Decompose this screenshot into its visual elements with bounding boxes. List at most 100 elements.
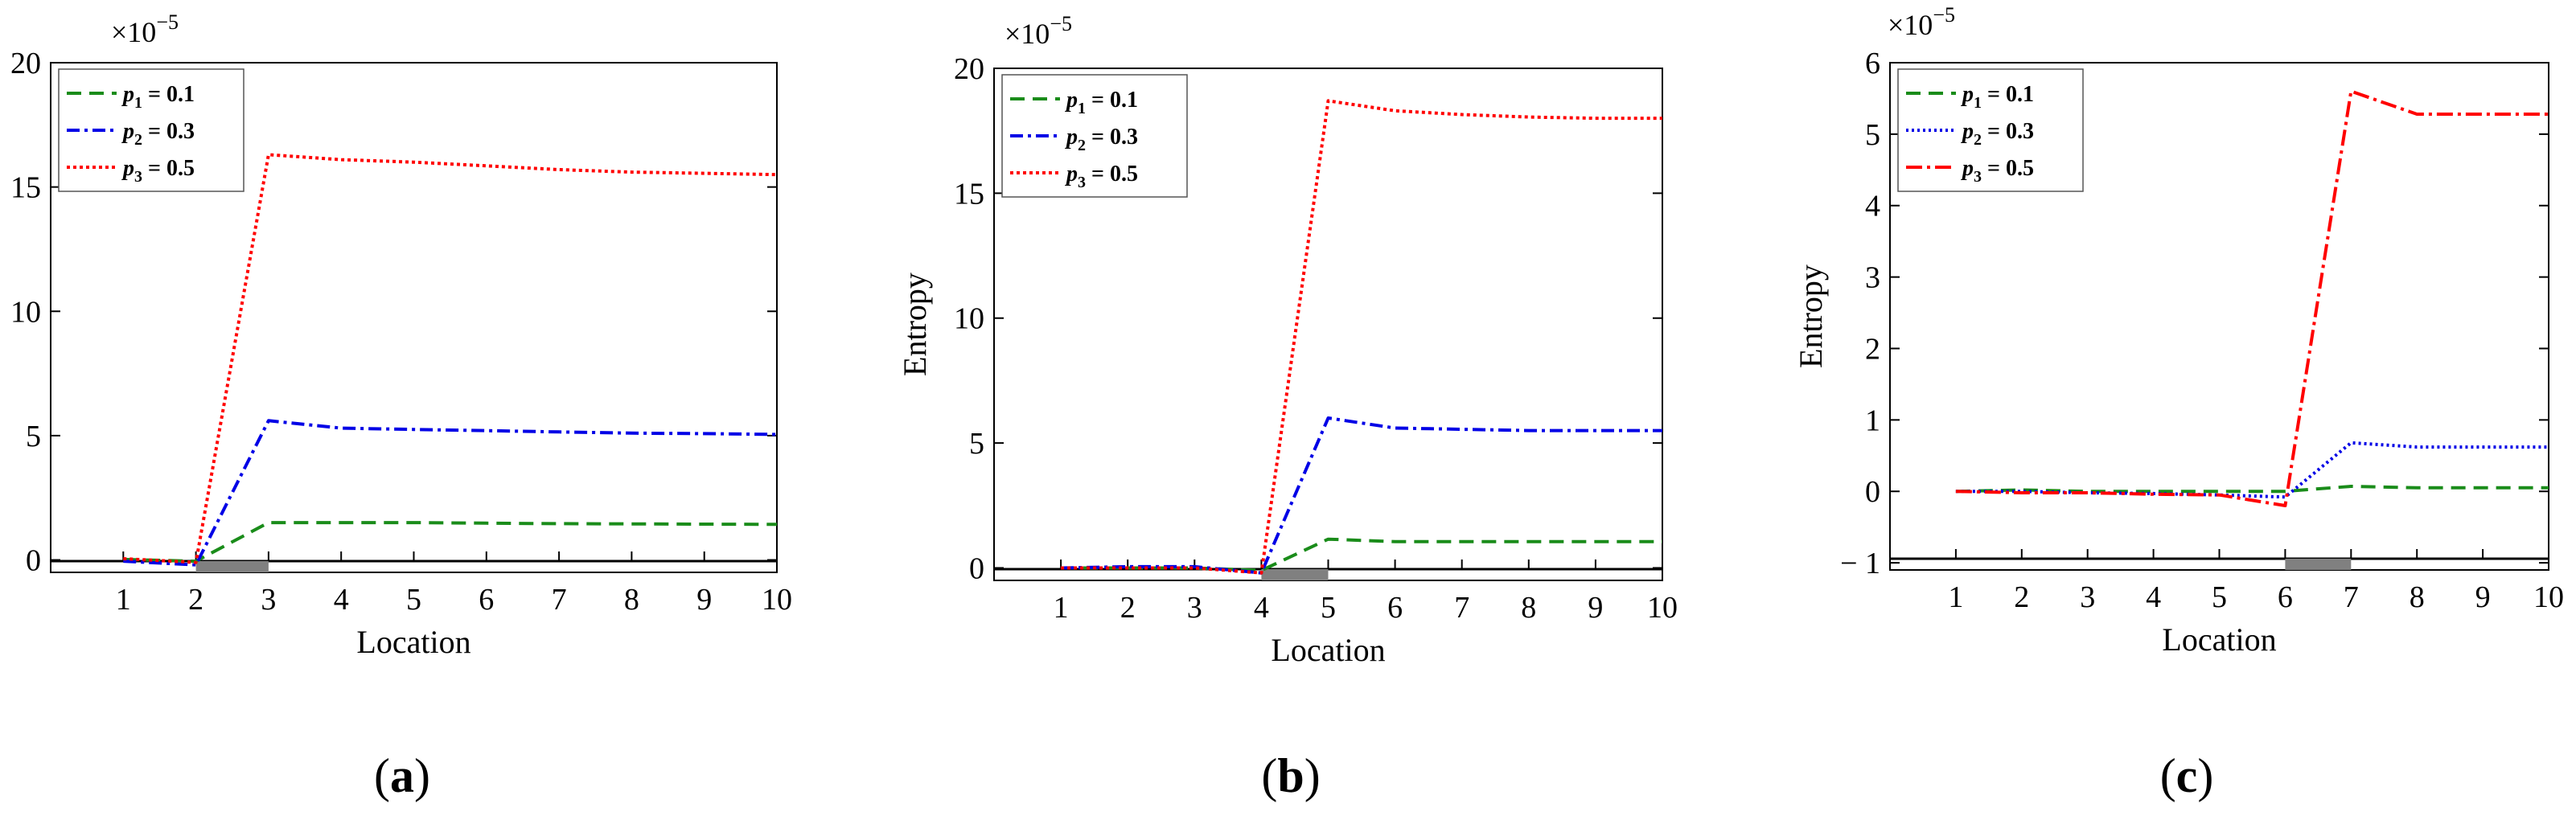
panel-label: (c) bbox=[2160, 749, 2214, 802]
x-tick-label: 5 bbox=[406, 583, 421, 617]
x-tick-label: 7 bbox=[1454, 591, 1469, 625]
legend-subscript: 1 bbox=[1078, 100, 1086, 117]
x-axis-label: Location bbox=[1271, 632, 1385, 668]
series-line-p2 bbox=[1061, 416, 1662, 575]
legend-symbol: p bbox=[121, 82, 134, 107]
panel-label-close: ) bbox=[1304, 749, 1321, 802]
series-line-p1 bbox=[123, 521, 778, 564]
y-tick-label: 5 bbox=[26, 420, 41, 453]
panel-label-letter: a bbox=[390, 749, 414, 802]
x-tick-label: 9 bbox=[696, 583, 712, 617]
x-tick-label: 3 bbox=[261, 583, 276, 617]
y-tick-label: 3 bbox=[1865, 261, 1880, 295]
legend-symbol: p bbox=[1065, 125, 1078, 150]
series-line-p2 bbox=[123, 419, 778, 567]
y-multiplier: ×10−5 bbox=[111, 10, 179, 48]
legend-label-p3: p3 = 0.5 bbox=[121, 156, 195, 186]
series-line-p1 bbox=[1061, 537, 1662, 572]
legend-subscript: 3 bbox=[1078, 174, 1086, 191]
legend-value: = 0.1 bbox=[142, 82, 195, 107]
y-axis-label: Entropy bbox=[897, 273, 933, 376]
y-multiplier-exponent: −5 bbox=[1050, 12, 1072, 35]
legend-subscript: 2 bbox=[134, 131, 142, 149]
legend-symbol: p bbox=[1961, 119, 1974, 144]
x-tick-label: 10 bbox=[2533, 580, 2564, 614]
legend-value: = 0.1 bbox=[1086, 88, 1138, 113]
panel-label-letter: c bbox=[2176, 749, 2198, 802]
x-tick-label: 2 bbox=[188, 583, 203, 617]
panel-label-letter: b bbox=[1277, 749, 1304, 802]
x-tick-label: 3 bbox=[2080, 580, 2095, 614]
series-line-p2 bbox=[1955, 441, 2549, 499]
y-axis-label: Entropy bbox=[1793, 264, 1829, 368]
y-multiplier: ×10−5 bbox=[1005, 12, 1072, 50]
x-axis-label: Location bbox=[2162, 621, 2276, 658]
legend-subscript: 2 bbox=[1974, 131, 1982, 149]
legend-value: = 0.5 bbox=[1086, 162, 1138, 187]
y-multiplier: ×10−5 bbox=[1888, 3, 1955, 41]
x-tick-label: 6 bbox=[479, 583, 494, 617]
legend-label-p3: p3 = 0.5 bbox=[1065, 162, 1138, 191]
legend-value: = 0.5 bbox=[142, 156, 195, 181]
y-tick-label: 4 bbox=[1865, 190, 1880, 223]
x-tick-label: 5 bbox=[2212, 580, 2227, 614]
legend-subscript: 2 bbox=[1078, 137, 1086, 154]
y-tick-label: 15 bbox=[10, 171, 41, 205]
x-tick-label: 4 bbox=[1254, 591, 1269, 625]
x-tick-label: 3 bbox=[1187, 591, 1202, 625]
series-line-p3 bbox=[1955, 89, 2549, 507]
x-tick-label: 4 bbox=[2146, 580, 2161, 614]
y-tick-label: 20 bbox=[954, 52, 984, 86]
legend-label-p1: p1 = 0.1 bbox=[121, 82, 195, 112]
legend-label-p1: p1 = 0.1 bbox=[1065, 88, 1138, 117]
legend-symbol: p bbox=[1065, 88, 1078, 113]
legend-symbol: p bbox=[1961, 156, 1974, 181]
panel-b: 1 2 3 4 5 6 7 8 9 10 0 5 10 15 20 Location Entropy ×10−5 p… bbox=[897, 12, 1678, 802]
y-tick-label: 0 bbox=[1865, 475, 1880, 509]
y-tick-label: 1 bbox=[1865, 404, 1880, 437]
legend-value: = 0.3 bbox=[1086, 125, 1138, 150]
panel-label-open: ( bbox=[1261, 749, 1277, 802]
legend-subscript: 1 bbox=[1974, 94, 1982, 112]
legend-label-p2: p2 = 0.3 bbox=[1961, 119, 2034, 149]
legend-label-p3: p3 = 0.5 bbox=[1961, 156, 2034, 186]
panel-a: 1234567891005101520LocationEntropy×10−5p… bbox=[10, 10, 792, 802]
y-tick-label: 2 bbox=[1865, 332, 1880, 366]
y-tick-label: 0 bbox=[969, 551, 984, 585]
highlight-segment bbox=[2285, 559, 2352, 570]
x-tick-label: 9 bbox=[1588, 591, 1603, 625]
x-tick-label: 1 bbox=[1054, 591, 1069, 625]
y-tick-label: 10 bbox=[954, 302, 984, 336]
legend-subscript: 1 bbox=[134, 94, 142, 112]
panel-label-open: ( bbox=[374, 749, 390, 802]
highlight-segment bbox=[1261, 569, 1329, 580]
y-tick-label: 6 bbox=[1865, 47, 1880, 80]
legend-label-p2: p2 = 0.3 bbox=[1065, 125, 1138, 154]
legend-symbol: p bbox=[121, 156, 134, 181]
legend-label-p2: p2 = 0.3 bbox=[121, 119, 195, 149]
legend-value: = 0.3 bbox=[1982, 119, 2034, 144]
x-tick-label: 8 bbox=[1521, 591, 1536, 625]
y-tick-label: 20 bbox=[10, 47, 41, 80]
legend-label-p1: p1 = 0.1 bbox=[1961, 82, 2034, 112]
legend-symbol: p bbox=[1961, 82, 1974, 107]
series-line-p1 bbox=[1955, 485, 2549, 494]
x-tick-label: 8 bbox=[2410, 580, 2425, 614]
y-tick-label: 5 bbox=[1865, 118, 1880, 152]
x-tick-label: 5 bbox=[1321, 591, 1336, 625]
x-tick-label: 1 bbox=[116, 583, 131, 617]
x-tick-label: 6 bbox=[2278, 580, 2293, 614]
legend-value: = 0.1 bbox=[1982, 82, 2034, 107]
x-tick-label: 10 bbox=[1647, 591, 1678, 625]
legend-box bbox=[1001, 74, 1188, 198]
legend-symbol: p bbox=[121, 119, 134, 144]
panel-label: (a) bbox=[374, 749, 430, 802]
y-tick-label: 0 bbox=[26, 544, 41, 578]
y-multiplier-exponent: −5 bbox=[1933, 3, 1955, 27]
panel-c: 1 2 3 4 5 6 7 8 9 10− 10123456LocationEntropy×10−… bbox=[1793, 3, 2564, 802]
x-tick-label: 1 bbox=[1948, 580, 1963, 614]
legend-subscript: 3 bbox=[134, 168, 142, 186]
x-tick-label: 2 bbox=[2014, 580, 2029, 614]
panel-label-close: ) bbox=[2197, 749, 2213, 802]
x-tick-label: 4 bbox=[334, 583, 349, 617]
